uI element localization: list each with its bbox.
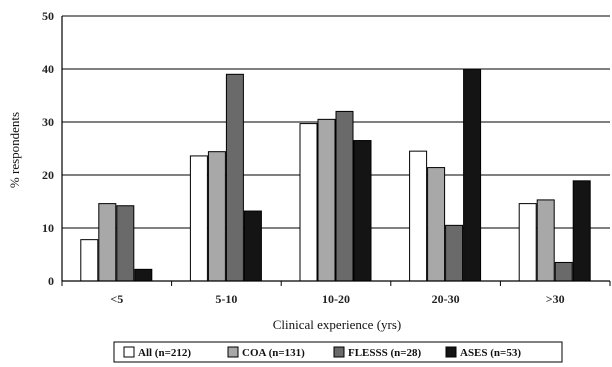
y-tick-label: 30 [42,115,54,129]
y-tick-label: 0 [48,274,54,288]
legend-label: ASES (n=53) [460,347,521,359]
bar [243,210,262,282]
x-tick-label: 20-30 [432,292,460,306]
x-tick-label: 10-20 [322,292,350,306]
legend-swatch [445,346,457,358]
bar [409,150,428,282]
bar [225,73,244,282]
bar [189,155,208,282]
bar [299,123,318,282]
legend-swatch [123,346,135,358]
legend-swatch [227,346,239,358]
y-axis-label: % respondents [7,112,22,188]
bar [317,118,336,282]
bar [427,167,446,282]
bar [518,203,537,282]
legend: All (n=212) COA (n=131) FLESSS (n=28) ASES … [113,341,563,363]
legend-entry: FLESSS (n=28) [333,346,422,359]
y-tick-labels: 0 10 20 30 40 50 [42,9,54,288]
bar [134,268,153,282]
x-axis-label: Clinical experience (yrs) [273,317,402,332]
x-tick-label: 5-10 [215,292,237,306]
legend-swatch [333,346,345,358]
bar [536,199,555,282]
x-tick-labels: <5 5-10 10-20 20-30 >30 [61,281,611,306]
legend-label: FLESSS (n=28) [348,347,422,359]
bar [463,68,482,282]
y-tick-label: 50 [42,9,54,23]
bar [80,239,99,282]
bar [554,261,573,282]
bar [98,203,117,282]
y-tick-label: 40 [42,62,54,76]
bar [445,224,464,282]
legend-entry: All (n=212) [123,346,191,359]
bar [572,180,591,282]
bar [353,140,372,282]
legend-entry: COA (n=131) [227,346,305,359]
legend-label: COA (n=131) [242,347,305,359]
bar [207,151,226,282]
y-tick-label: 20 [42,168,54,182]
bar [335,110,354,282]
x-tick-label: <5 [110,292,123,306]
plot-frame [61,16,610,282]
legend-entry: ASES (n=53) [445,346,521,359]
x-tick-label: >30 [546,292,565,306]
y-tick-label: 10 [42,221,54,235]
bar [116,205,135,282]
legend-label: All (n=212) [138,347,191,359]
